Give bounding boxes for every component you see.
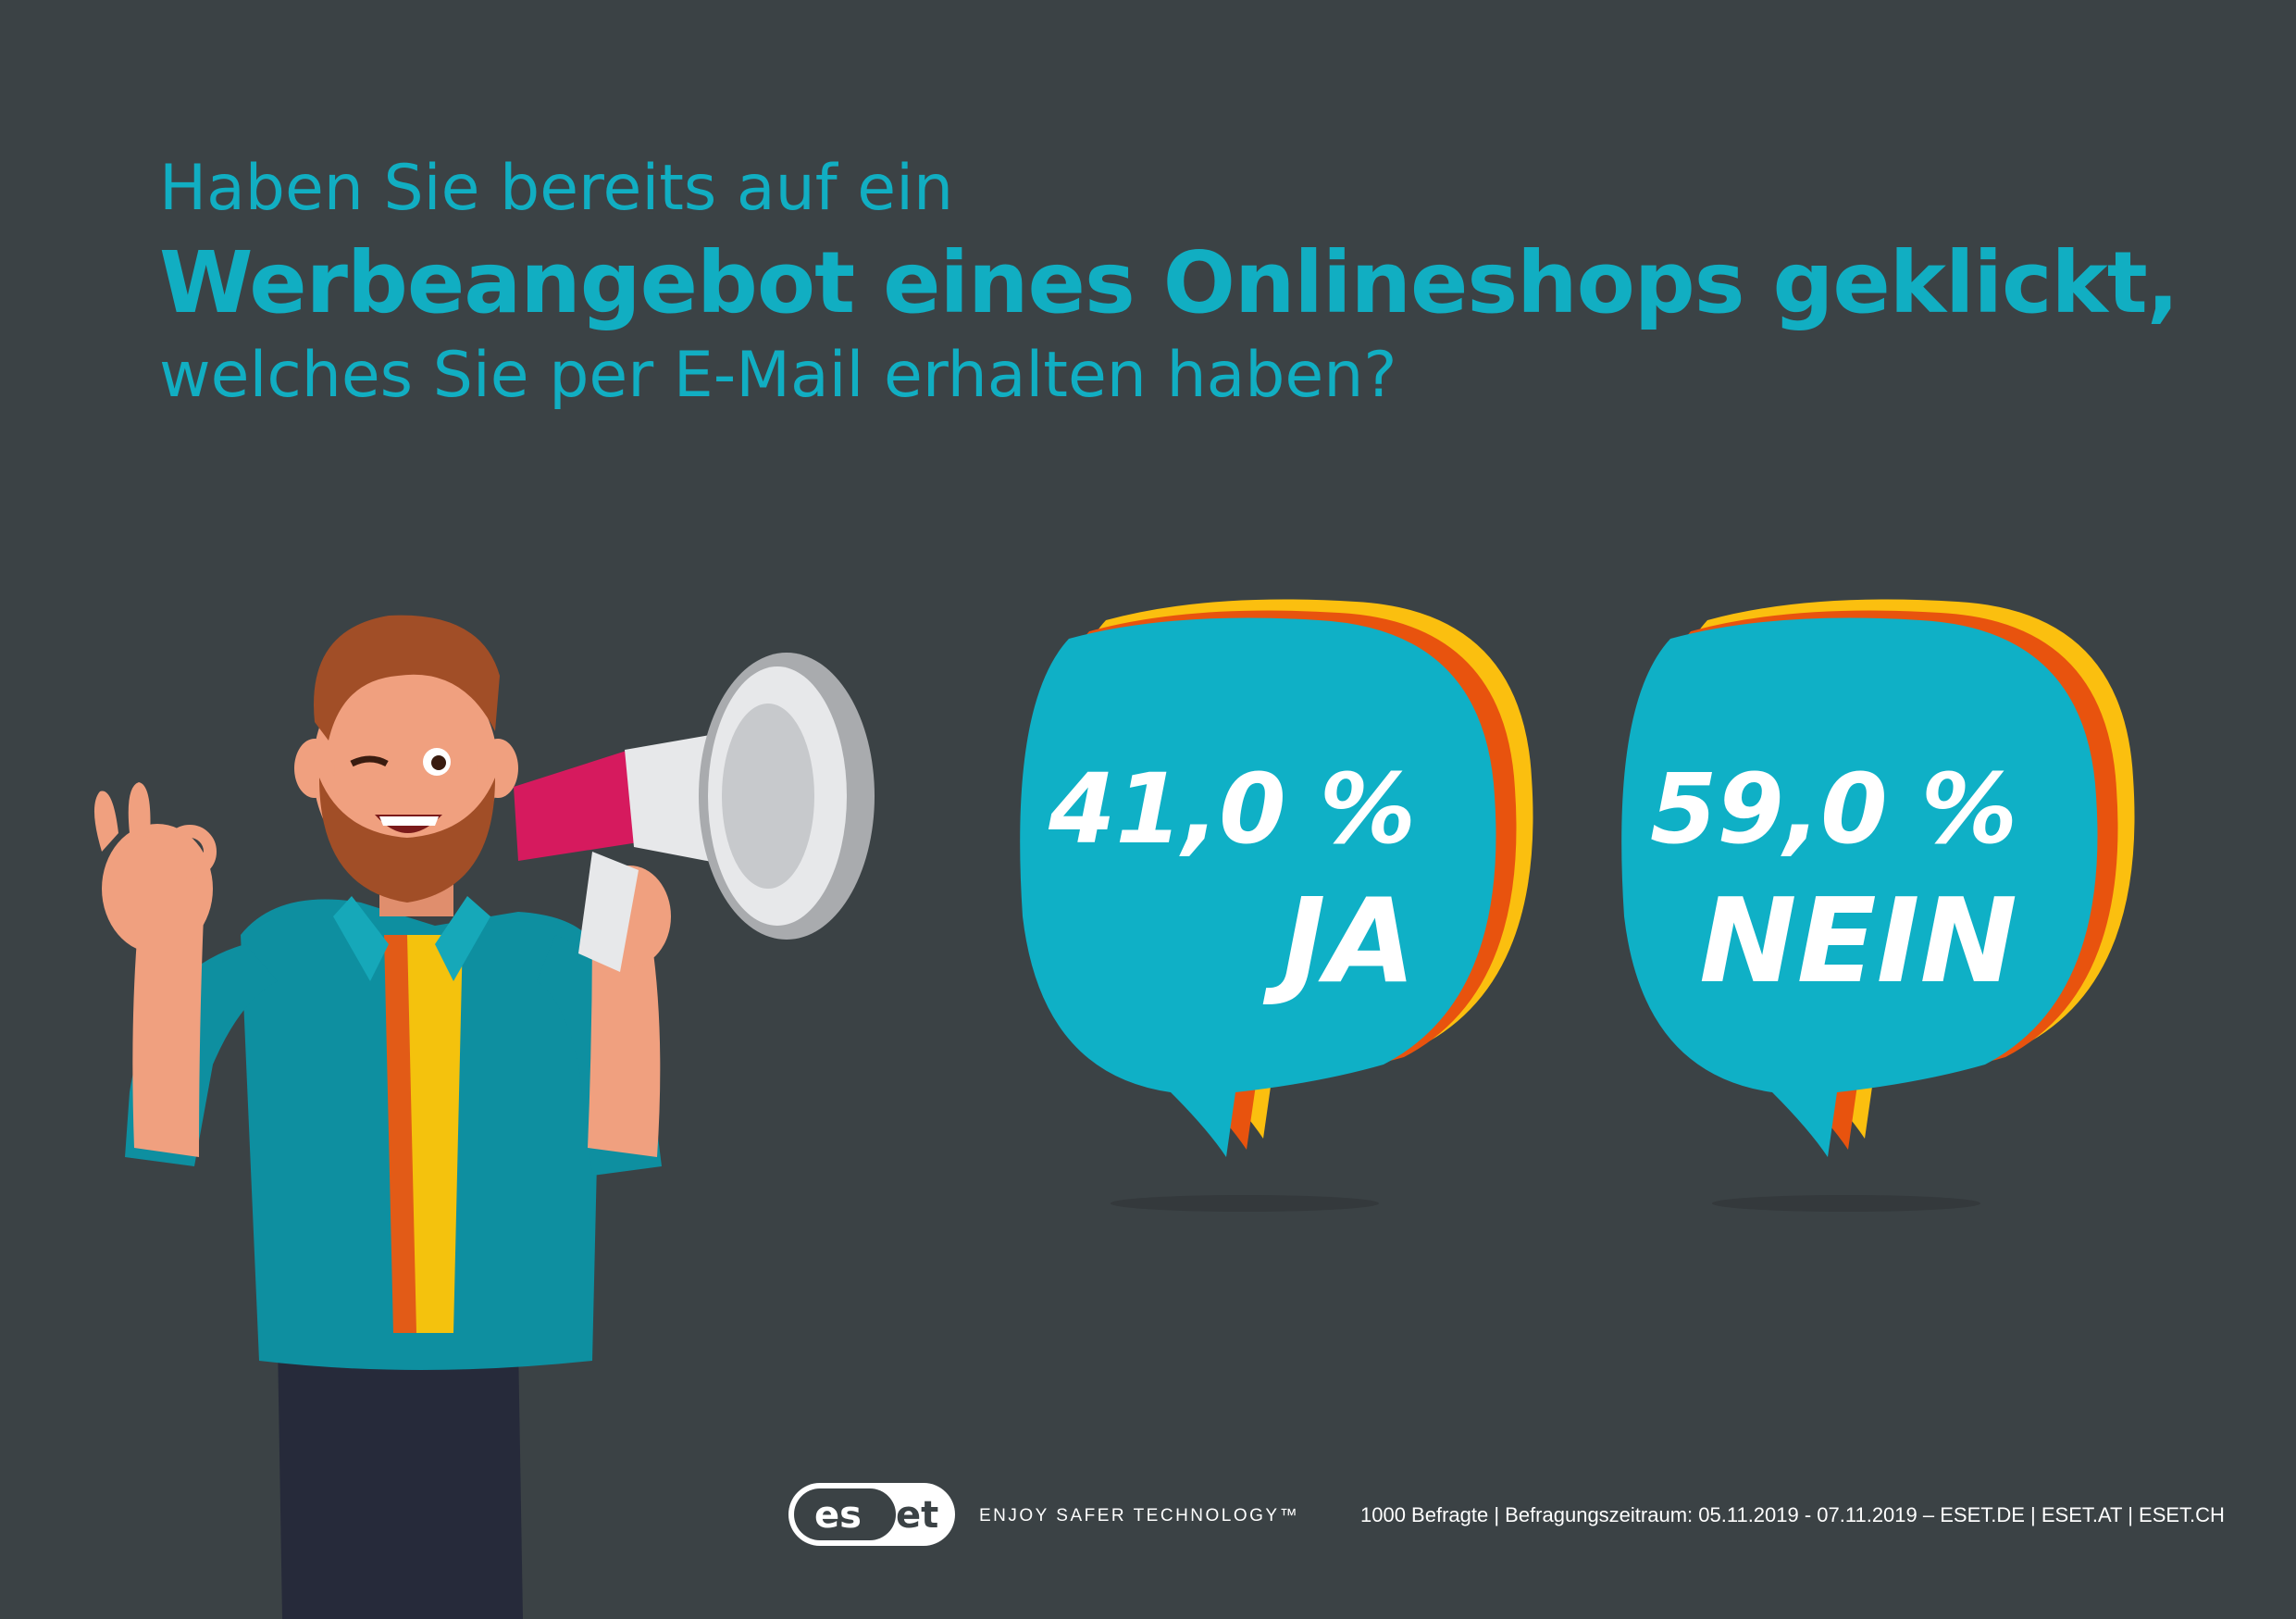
bubble-value-nein: 59,0 % [1650,753,2017,866]
bubble-value-ja: 41,0 % [1048,753,1416,866]
bubble-label-nein: NEIN [1699,873,2017,1009]
speech-bubble-ja: 41,0 %JA [1020,599,1533,1212]
speech-bubble-nein: 59,0 %NEIN [1621,599,2135,1212]
speech-bubble-icon [1020,617,1496,1157]
title-line-2: Werbeangebot eines Onlineshops geklickt, [159,233,2179,332]
title-line-3: welches Sie per E-Mail erhalten haben? [159,339,1397,412]
megaphone-icon [514,653,875,972]
bubble-label-ja: JA [1263,873,1416,1009]
title-line-1: Haben Sie bereits auf ein [159,152,954,225]
bubble-shadow [1111,1195,1379,1212]
bubble-shadow [1712,1195,1980,1212]
speech-bubble-icon [1621,617,2098,1157]
